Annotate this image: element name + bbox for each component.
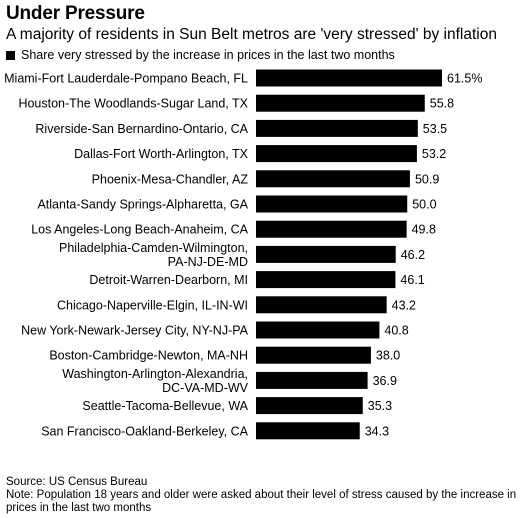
bar-7 [256, 245, 396, 263]
value-label-11: 38.0 [376, 349, 400, 363]
bar-13 [256, 397, 363, 415]
source-note: Source: US Census Bureau [6, 476, 148, 488]
bar-9 [256, 296, 387, 314]
legend-label: Share very stressed by the increase in p… [21, 48, 395, 62]
bar-3 [256, 145, 417, 163]
category-label-7-line-0: Philadelphia-Camden-Wilmington, [59, 241, 248, 255]
bar-8 [256, 271, 396, 289]
legend: Share very stressed by the increase in p… [6, 48, 395, 62]
bar-12 [256, 371, 368, 389]
category-label-3: Dallas-Fort Worth-Arlington, TX [74, 147, 249, 161]
category-label-2: Riverside-San Bernardino-Ontario, CA [35, 122, 248, 136]
category-label-14: San Francisco-Oakland-Berkeley, CA [41, 424, 248, 438]
value-label-5: 50.0 [412, 198, 436, 212]
value-label-2: 53.5 [423, 122, 447, 136]
value-label-10: 40.8 [384, 324, 408, 338]
value-label-4: 50.9 [415, 172, 439, 186]
category-label-0: Miami-Fort Lauderdale-Pompano Beach, FL [4, 72, 248, 86]
category-label-5: Atlanta-Sandy Springs-Alpharetta, GA [37, 198, 248, 212]
bar-5 [256, 195, 408, 213]
value-label-6: 49.8 [412, 223, 436, 237]
category-label-13: Seattle-Tacoma-Bellevue, WA [82, 399, 248, 413]
bar-11 [256, 346, 371, 364]
category-label-9: Chicago-Naperville-Elgin, IL-IN-WI [57, 298, 248, 312]
bar-6 [256, 220, 407, 238]
category-label-12-line-0: Washington-Arlington-Alexandria, [62, 367, 248, 381]
chart-title: Under Pressure [6, 3, 145, 24]
footer: Source: US Census Bureau Note: Populatio… [6, 476, 521, 515]
value-label-13: 35.3 [368, 399, 392, 413]
bar-0 [256, 69, 442, 87]
value-label-14: 34.3 [365, 424, 389, 438]
bar-10 [256, 321, 380, 339]
value-label-7: 46.2 [401, 248, 425, 262]
bar-2 [256, 119, 418, 137]
value-label-3: 53.2 [422, 147, 446, 161]
bar-chart: 61.5% Miami-Fort Lauderdale-Pompano Beach… [4, 69, 482, 440]
category-label-8: Detroit-Warren-Dearborn, MI [89, 273, 248, 287]
bar-4 [256, 170, 410, 188]
footnote: Note: Population 18 years and older were… [6, 489, 517, 514]
category-label-7-line-1: PA-NJ-DE-MD [168, 255, 248, 269]
value-label-1: 55.8 [430, 97, 454, 111]
category-label-12-line-1: DC-VA-MD-WV [162, 381, 249, 395]
category-label-11: Boston-Cambridge-Newton, MA-NH [49, 349, 248, 363]
value-label-12: 36.9 [373, 374, 397, 388]
category-label-4: Phoenix-Mesa-Chandler, AZ [92, 172, 249, 186]
value-label-9: 43.2 [392, 298, 416, 312]
category-label-10: New York-Newark-Jersey City, NY-NJ-PA [21, 324, 249, 338]
bar-14 [256, 422, 360, 440]
category-label-6: Los Angeles-Long Beach-Anaheim, CA [31, 223, 248, 237]
value-label-0: 61.5% [447, 72, 482, 86]
value-label-8: 46.1 [400, 273, 424, 287]
chart-subtitle: A majority of residents in Sun Belt metr… [6, 26, 497, 43]
category-label-1: Houston-The Woodlands-Sugar Land, TX [18, 97, 248, 111]
bar-1 [256, 94, 425, 112]
legend-swatch [6, 50, 15, 60]
